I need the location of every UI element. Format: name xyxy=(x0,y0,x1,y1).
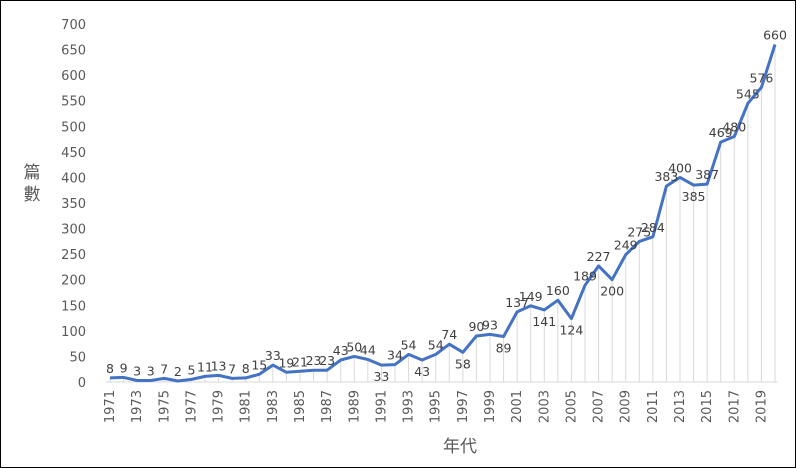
data-label: 275 xyxy=(627,224,651,239)
data-label: 90 xyxy=(468,319,484,334)
y-tick-label: 550 xyxy=(61,95,86,110)
data-label: 9 xyxy=(120,360,128,375)
x-tick-label: 2015 xyxy=(700,390,715,423)
y-tick-label: 350 xyxy=(61,197,86,212)
data-label: 189 xyxy=(573,268,597,283)
data-label: 385 xyxy=(682,189,706,204)
y-tick-label: 100 xyxy=(61,325,86,340)
data-label: 23 xyxy=(306,353,322,368)
data-label: 141 xyxy=(532,314,556,329)
y-tick-label: 450 xyxy=(61,146,86,161)
data-label: 34 xyxy=(387,348,403,363)
x-tick-label: 1993 xyxy=(402,390,417,423)
x-tick-label: 1977 xyxy=(184,390,199,423)
data-label: 23 xyxy=(319,353,335,368)
data-label: 19 xyxy=(278,355,294,370)
x-tick-label: 2011 xyxy=(646,390,661,423)
x-tick-label: 2001 xyxy=(510,390,525,423)
data-label: 480 xyxy=(722,120,746,135)
y-tick-label: 50 xyxy=(69,350,86,365)
data-label: 3 xyxy=(147,363,155,378)
data-label: 33 xyxy=(265,348,281,363)
y-tick-label: 650 xyxy=(61,44,86,59)
y-axis-title: 篇數 xyxy=(24,163,41,205)
data-label: 7 xyxy=(228,361,236,376)
data-label: 3 xyxy=(133,363,141,378)
data-label: 50 xyxy=(346,339,362,354)
y-tick-label: 0 xyxy=(78,376,86,391)
data-label: 2 xyxy=(174,364,182,379)
data-label: 15 xyxy=(251,357,267,372)
x-tick-label: 2003 xyxy=(537,390,552,423)
x-tick-label: 1999 xyxy=(483,390,498,423)
data-label: 54 xyxy=(401,337,417,352)
data-label: 43 xyxy=(414,364,430,379)
data-label: 576 xyxy=(749,70,773,85)
x-tick-label: 1985 xyxy=(293,390,308,423)
data-label: 400 xyxy=(668,160,692,175)
series-line xyxy=(109,44,777,383)
y-tick-label: 250 xyxy=(61,248,86,263)
x-tick-label: 2009 xyxy=(619,390,634,423)
data-label: 13 xyxy=(211,358,227,373)
data-label: 137 xyxy=(505,295,529,310)
data-label: 33 xyxy=(373,369,389,384)
x-tick-label: 1997 xyxy=(456,390,471,423)
data-label: 93 xyxy=(482,317,498,332)
x-tick-label: 1971 xyxy=(103,390,118,423)
x-tick-label: 1975 xyxy=(157,390,172,423)
x-axis-title: 年代 xyxy=(443,437,477,457)
x-tick-label: 2019 xyxy=(754,390,769,423)
data-label: 74 xyxy=(441,327,457,342)
data-label: 21 xyxy=(292,354,308,369)
y-tick-label: 200 xyxy=(61,274,86,289)
data-label: 43 xyxy=(333,343,349,358)
data-label: 89 xyxy=(496,340,512,355)
y-tick-label: 500 xyxy=(61,120,86,135)
x-tick-label: 1983 xyxy=(266,390,281,423)
x-tick-label: 2007 xyxy=(592,390,607,423)
data-label: 7 xyxy=(160,361,168,376)
data-label: 124 xyxy=(559,323,583,338)
data-label: 58 xyxy=(455,356,471,371)
data-label: 200 xyxy=(600,284,624,299)
data-label: 160 xyxy=(546,283,570,298)
x-tick-label: 2013 xyxy=(673,390,688,423)
data-label: 11 xyxy=(197,359,213,374)
x-tick-label: 1981 xyxy=(239,390,254,423)
data-label: 149 xyxy=(519,289,543,304)
x-tick-label: 2017 xyxy=(727,390,742,423)
x-tick-label: 2005 xyxy=(564,390,579,423)
data-label: 54 xyxy=(428,337,444,352)
y-tick-label: 400 xyxy=(61,171,86,186)
data-label: 8 xyxy=(106,361,114,376)
x-tick-label: 1991 xyxy=(374,390,389,423)
x-tick-label: 1989 xyxy=(347,390,362,423)
data-label: 383 xyxy=(654,169,678,184)
data-label: 227 xyxy=(587,249,611,264)
x-tick-label: 1979 xyxy=(212,390,227,423)
data-label: 387 xyxy=(695,167,719,182)
data-label: 545 xyxy=(736,86,760,101)
data-label: 8 xyxy=(242,361,250,376)
y-tick-label: 300 xyxy=(61,223,86,238)
data-label: 660 xyxy=(763,27,787,42)
data-label: 44 xyxy=(360,342,376,357)
y-tick-label: 700 xyxy=(61,18,86,33)
data-label: 284 xyxy=(641,220,665,235)
y-tick-label: 150 xyxy=(61,299,86,314)
x-tick-label: 1973 xyxy=(130,390,145,423)
data-label: 5 xyxy=(187,362,195,377)
y-tick-label: 600 xyxy=(61,69,86,84)
data-label: 249 xyxy=(614,238,638,253)
data-label: 469 xyxy=(709,125,733,140)
x-tick-label: 1995 xyxy=(429,390,444,423)
x-tick-label: 1987 xyxy=(320,390,335,423)
